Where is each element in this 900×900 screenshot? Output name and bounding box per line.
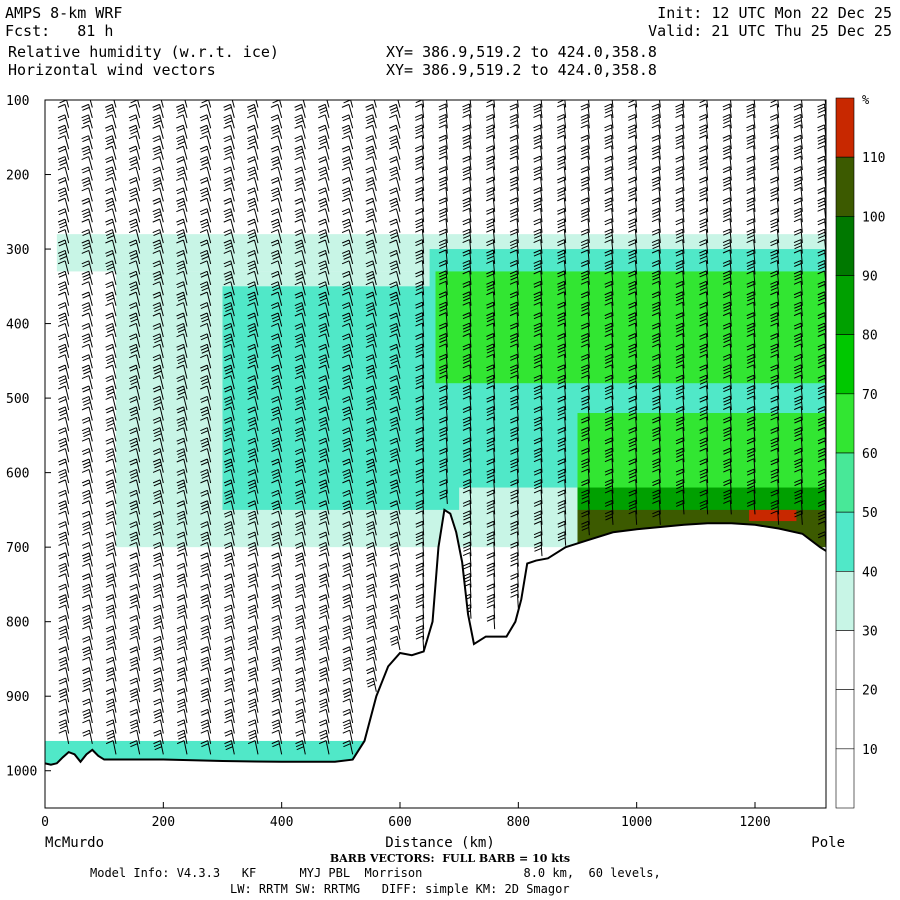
barb-column-9 bbox=[270, 100, 283, 755]
y-tick-label: 500 bbox=[6, 392, 29, 407]
y-tick-label: 700 bbox=[6, 541, 29, 556]
x-tick-label: 800 bbox=[507, 815, 530, 830]
model-title: AMPS 8-km WRF bbox=[5, 4, 123, 22]
barb-column-14 bbox=[389, 100, 401, 651]
barb-column-5 bbox=[176, 100, 188, 755]
init-time: Init: 12 UTC Mon 22 Dec 25 bbox=[657, 4, 892, 22]
colorbar-tick-label: 90 bbox=[862, 270, 878, 285]
colorbar-tick-label: 100 bbox=[862, 210, 885, 225]
colorbar-swatch bbox=[835, 275, 855, 335]
barb-column-10 bbox=[294, 100, 306, 755]
model-info-line2: LW: RRTM SW: RRTMG DIFF: simple KM: 2D S… bbox=[230, 882, 570, 896]
colorbar-unit: % bbox=[862, 93, 870, 107]
y-tick-label: 1000 bbox=[6, 765, 37, 780]
rh-region-8 bbox=[749, 509, 797, 522]
x-tick-label: 1000 bbox=[621, 815, 652, 830]
valid-time: Valid: 21 UTC Thu 25 Dec 25 bbox=[648, 22, 892, 40]
barb-column-15 bbox=[414, 100, 425, 651]
barb-column-27 bbox=[698, 100, 709, 515]
x-axis-label: Distance (km) bbox=[385, 835, 495, 851]
colorbar-tick-label: 110 bbox=[862, 151, 885, 166]
barb-column-6 bbox=[199, 100, 212, 755]
barb-column-3 bbox=[128, 100, 141, 755]
barb-column-18 bbox=[485, 100, 496, 630]
y-tick-label: 900 bbox=[6, 690, 29, 705]
model-info-line1: Model Info: V4.3.3 KF MYJ PBL Morrison 8… bbox=[90, 866, 661, 880]
y-tick-label: 600 bbox=[6, 467, 29, 482]
y-tick-label: 800 bbox=[6, 616, 29, 631]
x-tick-label: 400 bbox=[270, 815, 293, 830]
field-wind-label: Horizontal wind vectors bbox=[8, 61, 216, 79]
barb-column-8 bbox=[247, 100, 259, 755]
x-left-label: McMurdo bbox=[45, 835, 104, 851]
colorbar-swatch bbox=[835, 689, 855, 750]
colorbar-swatch bbox=[835, 452, 855, 513]
x-tick-label: 1200 bbox=[739, 815, 770, 830]
colorbar-tick-label: 20 bbox=[862, 684, 878, 699]
barb-column-12 bbox=[341, 100, 354, 755]
terrain-line bbox=[45, 508, 826, 766]
colorbar-tick-label: 80 bbox=[862, 329, 878, 344]
colorbar-swatch bbox=[835, 630, 855, 690]
rh-region-2 bbox=[222, 286, 460, 510]
x-tick-label: 200 bbox=[152, 815, 175, 830]
barb-column-2 bbox=[105, 100, 117, 755]
colorbar-tick-label: 70 bbox=[862, 388, 878, 403]
barb-column-30 bbox=[769, 100, 780, 525]
x-right-label: Pole bbox=[811, 835, 845, 851]
field-rh-label: Relative humidity (w.r.t. ice) bbox=[8, 43, 279, 61]
colorbar-swatch bbox=[835, 511, 855, 572]
barb-legend-title: BARB VECTORS: FULL BARB = 10 kts bbox=[329, 852, 571, 865]
y-tick-label: 300 bbox=[6, 243, 29, 258]
barb-column-20 bbox=[533, 100, 543, 557]
barb-column-23 bbox=[604, 100, 614, 525]
colorbar-swatch bbox=[835, 748, 855, 809]
barb-column-29 bbox=[746, 100, 756, 515]
colorbar-swatch bbox=[835, 334, 855, 395]
barb-column-25 bbox=[651, 100, 661, 525]
barb-column-21 bbox=[556, 100, 567, 546]
barb-column-28 bbox=[722, 100, 732, 515]
barb-column-13 bbox=[365, 100, 377, 692]
y-tick-label: 400 bbox=[6, 318, 29, 333]
colorbar-tick-label: 10 bbox=[862, 743, 878, 758]
barb-column-22 bbox=[580, 100, 590, 536]
barb-column-17 bbox=[462, 100, 472, 619]
barb-column-0 bbox=[57, 100, 70, 745]
y-tick-label: 100 bbox=[6, 94, 29, 109]
colorbar-tick-label: 60 bbox=[862, 447, 878, 462]
barb-column-26 bbox=[675, 100, 685, 515]
barb-column-11 bbox=[318, 100, 330, 755]
colorbar-swatch bbox=[835, 571, 855, 631]
colorbar-tick-label: 50 bbox=[862, 506, 878, 521]
barb-column-1 bbox=[81, 100, 93, 745]
y-tick-label: 200 bbox=[6, 169, 29, 184]
plot-frame bbox=[44, 99, 827, 809]
barb-column-31 bbox=[793, 100, 803, 525]
colorbar-swatch bbox=[835, 156, 855, 217]
xy-range-1: XY= 386.9,519.2 to 424.0,358.8 bbox=[386, 43, 657, 61]
colorbar-swatch bbox=[835, 393, 855, 454]
x-tick-label: 600 bbox=[388, 815, 411, 830]
colorbar-tick-label: 40 bbox=[862, 565, 878, 580]
barb-column-16 bbox=[438, 100, 448, 504]
colorbar-swatch bbox=[835, 216, 855, 276]
colorbar-swatch bbox=[835, 97, 855, 158]
barb-column-24 bbox=[627, 100, 638, 525]
x-tick-label: 0 bbox=[41, 815, 49, 830]
barb-column-19 bbox=[509, 100, 519, 609]
xy-range-2: XY= 386.9,519.2 to 424.0,358.8 bbox=[386, 61, 657, 79]
barb-column-7 bbox=[223, 100, 235, 755]
forecast-hour: Fcst: 81 h bbox=[5, 22, 114, 40]
colorbar-tick-label: 30 bbox=[862, 625, 878, 640]
barb-column-4 bbox=[152, 100, 164, 755]
terrain-mask bbox=[45, 509, 826, 808]
